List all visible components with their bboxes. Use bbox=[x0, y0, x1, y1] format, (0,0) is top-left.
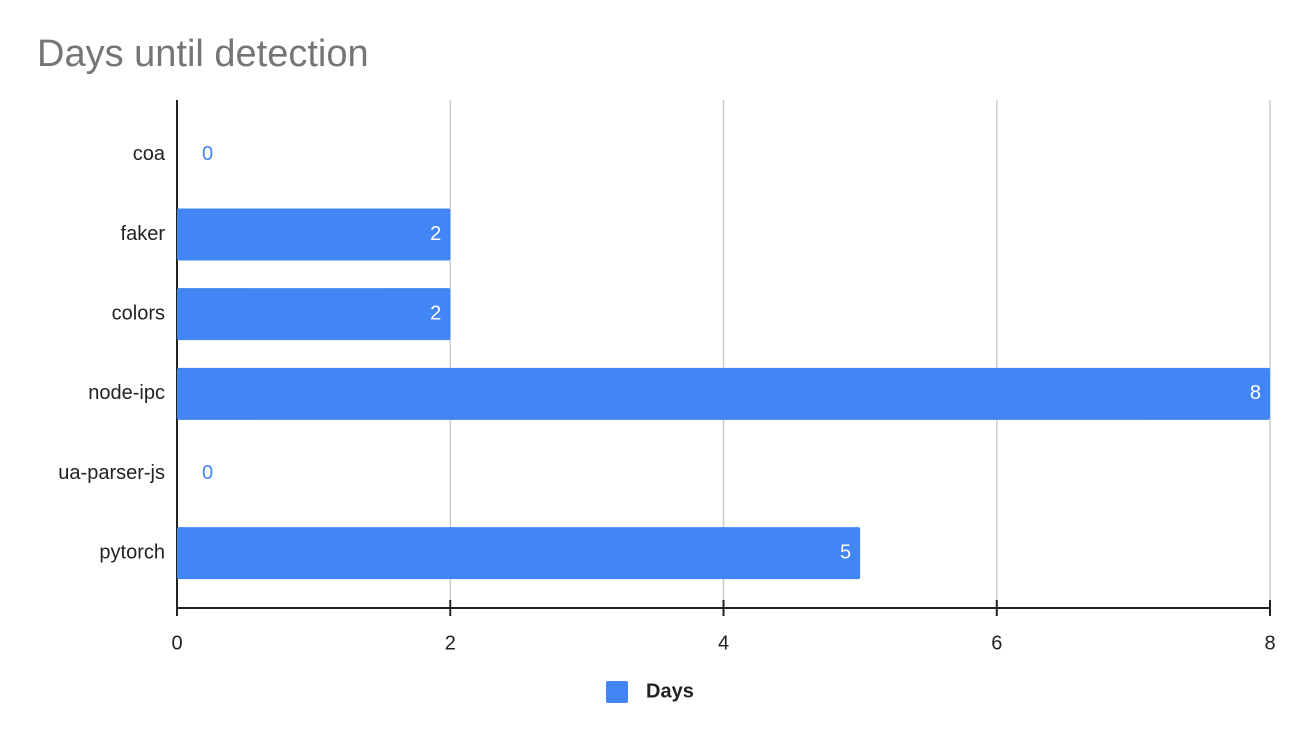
legend-swatch bbox=[606, 681, 628, 703]
y-tick-label: colors bbox=[112, 302, 165, 324]
bar bbox=[177, 527, 861, 580]
x-tick-label: 2 bbox=[445, 632, 456, 654]
data-label: 8 bbox=[1250, 382, 1261, 404]
bar bbox=[177, 367, 1270, 420]
x-tick-label: 0 bbox=[171, 632, 182, 654]
x-tick-label: 8 bbox=[1264, 632, 1275, 654]
chart-title: Days until detection bbox=[37, 33, 369, 75]
data-label: 5 bbox=[840, 541, 851, 563]
y-tick-label: coa bbox=[133, 143, 166, 165]
legend-label: Days bbox=[646, 680, 694, 702]
y-tick-label: node-ipc bbox=[88, 382, 165, 404]
x-tick-label: 6 bbox=[991, 632, 1002, 654]
y-tick-label: pytorch bbox=[99, 541, 165, 563]
bar bbox=[177, 288, 451, 341]
data-label: 0 bbox=[202, 462, 213, 484]
data-label: 2 bbox=[430, 302, 441, 324]
y-tick-label: faker bbox=[121, 223, 166, 245]
x-tick-label: 4 bbox=[718, 632, 729, 654]
data-label: 0 bbox=[202, 143, 213, 165]
y-tick-label: ua-parser-js bbox=[58, 462, 165, 484]
bar bbox=[177, 208, 451, 261]
data-label: 2 bbox=[430, 223, 441, 245]
